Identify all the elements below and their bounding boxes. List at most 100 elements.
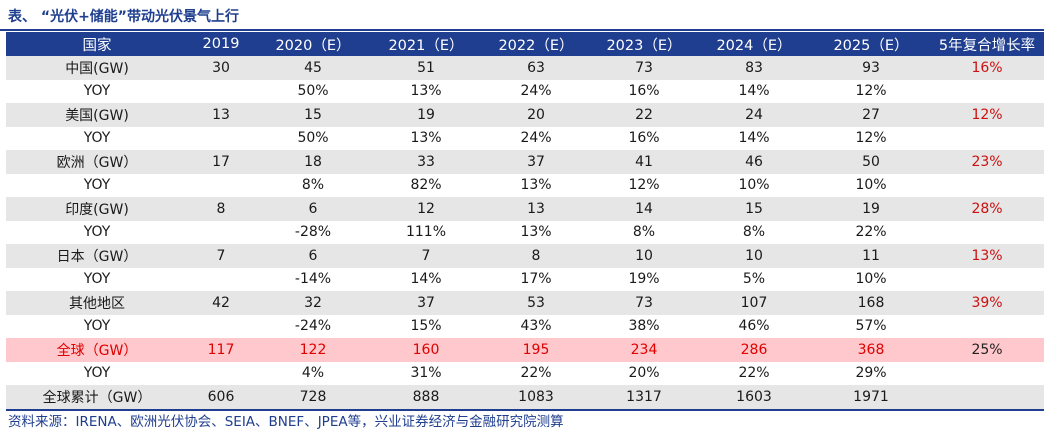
title-divider	[0, 29, 1044, 31]
value-cell: 10%	[855, 177, 887, 194]
value-cell: 12%	[855, 83, 887, 100]
value-cell: 45	[254, 56, 372, 80]
value-cell: 53	[480, 291, 592, 315]
value-cell: 14	[592, 197, 696, 221]
value-cell: 1083	[480, 385, 592, 411]
column-header: 2019	[188, 32, 254, 56]
value-cell: 11	[812, 244, 930, 268]
row-label: 全球（GW）	[6, 338, 188, 362]
value-cell: 29%	[855, 365, 887, 382]
cagr-cell	[930, 385, 1044, 411]
table-row: YOY 8% 82% 13% 12% 10% 10%	[6, 174, 1044, 198]
value-cell: 13%	[410, 130, 442, 147]
cagr-cell	[930, 221, 1044, 245]
column-header: 2025（E）	[812, 32, 930, 56]
value-cell: 10%	[855, 271, 887, 288]
value-cell: 10	[592, 244, 696, 268]
value-cell: 122	[254, 338, 372, 362]
cagr-cell: 13%	[930, 244, 1044, 268]
row-label: 美国(GW)	[6, 103, 188, 127]
table-title: 表、 “光伏+储能”带动光伏景气上行	[8, 9, 240, 25]
value-cell: 83	[696, 56, 812, 80]
value-cell: 286	[696, 338, 812, 362]
table-header-row: 国家 2019 2020（E） 2021（E） 2022（E） 2023（E） …	[6, 32, 1044, 56]
value-cell: 8%	[742, 224, 766, 241]
value-cell: 27	[812, 103, 930, 127]
value-cell: 20%	[628, 365, 660, 382]
pv-capacity-table: 国家 2019 2020（E） 2021（E） 2022（E） 2023（E） …	[6, 32, 1044, 411]
cagr-cell	[930, 80, 1044, 104]
value-cell: 33	[372, 150, 480, 174]
table-row: YOY 4% 31% 22% 20% 22% 29%	[6, 362, 1044, 386]
value-cell: -28%	[294, 224, 332, 241]
value-cell: 111%	[405, 224, 447, 241]
value-cell	[188, 221, 254, 245]
value-cell: 73	[592, 291, 696, 315]
value-cell: 46%	[738, 318, 770, 335]
value-cell: -14%	[294, 271, 332, 288]
value-cell: 22%	[855, 224, 887, 241]
row-label: 全球累计（GW）	[6, 385, 188, 411]
value-cell	[188, 80, 254, 104]
value-cell: 13%	[520, 177, 552, 194]
table-row: 欧洲（GW） 17 18 33 37 41 46 50 23%	[6, 150, 1044, 174]
table-row: 印度(GW) 8 6 12 13 14 15 19 28%	[6, 197, 1044, 221]
value-cell: 24	[696, 103, 812, 127]
row-label: YOY	[83, 224, 111, 241]
value-cell: 30	[188, 56, 254, 80]
value-cell: 7	[188, 244, 254, 268]
value-cell	[188, 174, 254, 198]
value-cell: 606	[188, 385, 254, 411]
cagr-cell: 39%	[930, 291, 1044, 315]
value-cell: 17%	[520, 271, 552, 288]
value-cell: 19%	[628, 271, 660, 288]
value-cell: 10	[696, 244, 812, 268]
value-cell: 15	[254, 103, 372, 127]
table-row: 中国(GW) 30 45 51 63 73 83 93 16%	[6, 56, 1044, 80]
value-cell: 13%	[520, 224, 552, 241]
value-cell: 13	[188, 103, 254, 127]
value-cell: 17	[188, 150, 254, 174]
value-cell: 22	[592, 103, 696, 127]
table-row: 全球累计（GW） 606 728 888 1083 1317 1603 1971	[6, 385, 1044, 411]
cagr-cell: 23%	[930, 150, 1044, 174]
row-label: 印度(GW)	[6, 197, 188, 221]
row-label: YOY	[83, 130, 111, 147]
value-cell: 12%	[628, 177, 660, 194]
value-cell: 107	[696, 291, 812, 315]
column-header: 5年复合增长率	[930, 32, 1044, 56]
value-cell: 12%	[855, 130, 887, 147]
value-cell: 4%	[301, 365, 325, 382]
value-cell: 31%	[410, 365, 442, 382]
value-cell: 93	[812, 56, 930, 80]
row-label: YOY	[83, 83, 111, 100]
value-cell: 63	[480, 56, 592, 80]
table-row: 其他地区 42 32 37 53 73 107 168 39%	[6, 291, 1044, 315]
value-cell: 38%	[628, 318, 660, 335]
value-cell: 18	[254, 150, 372, 174]
row-label: 日本（GW）	[6, 244, 188, 268]
value-cell: 43%	[520, 318, 552, 335]
value-cell: 12	[372, 197, 480, 221]
value-cell: 14%	[738, 130, 770, 147]
row-label: 中国(GW)	[6, 56, 188, 80]
row-label: YOY	[83, 271, 111, 288]
value-cell: 42	[188, 291, 254, 315]
column-header: 2023（E）	[592, 32, 696, 56]
table-row: 全球（GW） 117 122 160 195 234 286 368 25%	[6, 338, 1044, 362]
value-cell: 50	[812, 150, 930, 174]
value-cell: 13	[480, 197, 592, 221]
value-cell: 16%	[628, 130, 660, 147]
value-cell: 22%	[738, 365, 770, 382]
value-cell: 73	[592, 56, 696, 80]
value-cell: 20	[480, 103, 592, 127]
value-cell: 6	[254, 197, 372, 221]
value-cell: 117	[188, 338, 254, 362]
row-label: 其他地区	[6, 291, 188, 315]
value-cell: 168	[812, 291, 930, 315]
value-cell: 10%	[738, 177, 770, 194]
table-row: 美国(GW) 13 15 19 20 22 24 27 12%	[6, 103, 1044, 127]
value-cell: 16%	[628, 83, 660, 100]
value-cell: 37	[372, 291, 480, 315]
value-cell: 8	[188, 197, 254, 221]
